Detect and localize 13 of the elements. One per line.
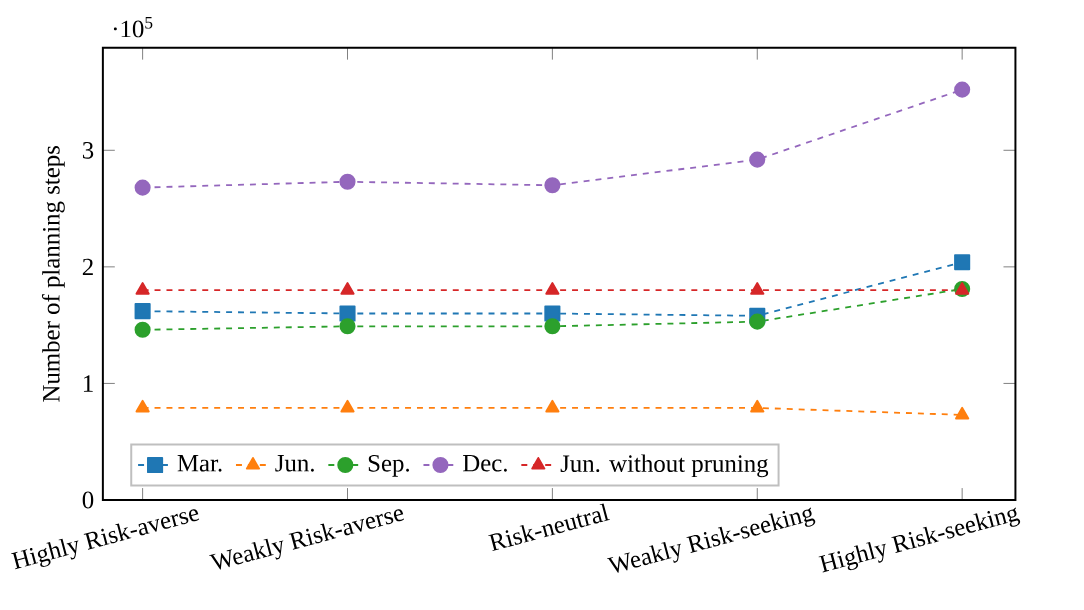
text: ·10$^{5}$ bbox=[113, 16, 153, 38]
legend-label: Jun. without pruning bbox=[560, 454, 769, 477]
legend-label: Dec. bbox=[463, 454, 507, 472]
legend-label: Sep. bbox=[368, 454, 410, 477]
legend-label: Jun. bbox=[275, 454, 314, 472]
y-tick-label: 0 bbox=[82, 491, 94, 509]
y-tick-label: 3 bbox=[82, 141, 94, 159]
x-tick-label: Weakly Risk-averse bbox=[209, 509, 405, 570]
y-tick-label: 1 bbox=[83, 375, 93, 392]
y-axis-title: Number of planning steps bbox=[41, 145, 65, 402]
x-tick-label: Highly Risk-averse bbox=[11, 509, 200, 570]
y-tick-label: 2 bbox=[82, 258, 93, 275]
legend-label: Mar. bbox=[177, 454, 222, 472]
